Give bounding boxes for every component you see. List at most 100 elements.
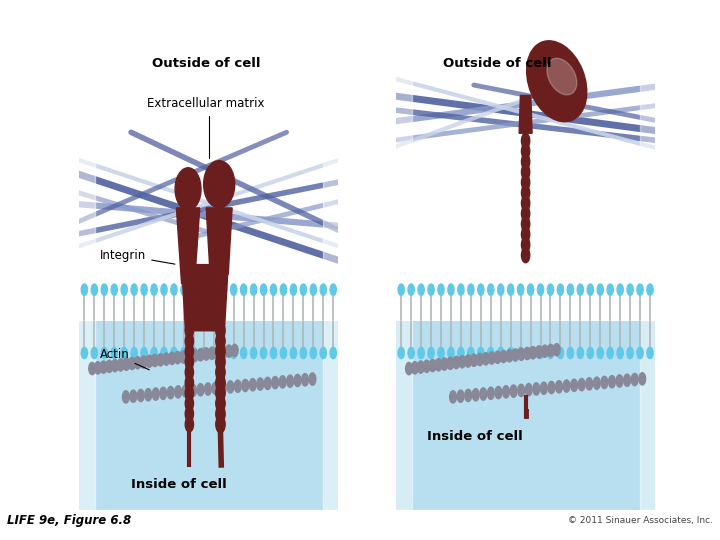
Circle shape (280, 284, 287, 295)
Circle shape (216, 353, 225, 370)
Circle shape (526, 383, 532, 396)
Circle shape (91, 284, 97, 295)
Circle shape (261, 347, 266, 359)
Circle shape (185, 406, 194, 421)
Circle shape (264, 377, 271, 389)
Circle shape (508, 284, 514, 295)
Bar (323, 38, 364, 510)
Circle shape (112, 360, 118, 372)
Circle shape (536, 346, 542, 358)
Circle shape (577, 347, 583, 359)
Circle shape (174, 352, 181, 364)
Bar (370, 38, 412, 510)
Circle shape (249, 379, 256, 391)
Circle shape (151, 354, 158, 367)
Circle shape (459, 356, 466, 368)
Circle shape (488, 352, 495, 364)
Circle shape (528, 347, 534, 359)
Circle shape (617, 284, 624, 295)
Circle shape (521, 164, 530, 179)
Circle shape (627, 284, 633, 295)
Circle shape (637, 347, 643, 359)
Circle shape (647, 347, 653, 359)
Circle shape (330, 347, 336, 359)
Circle shape (131, 347, 138, 359)
Circle shape (138, 389, 144, 402)
Polygon shape (206, 208, 232, 274)
Circle shape (521, 237, 530, 252)
Circle shape (510, 385, 517, 397)
Circle shape (141, 284, 147, 295)
Circle shape (81, 284, 88, 295)
Circle shape (521, 185, 530, 200)
Circle shape (506, 349, 513, 362)
Circle shape (477, 284, 484, 295)
Circle shape (601, 376, 608, 389)
Circle shape (191, 284, 197, 295)
Circle shape (310, 347, 316, 359)
Circle shape (498, 284, 504, 295)
Circle shape (554, 343, 560, 356)
Circle shape (320, 347, 326, 359)
Circle shape (521, 247, 530, 262)
Circle shape (151, 347, 157, 359)
Circle shape (160, 387, 166, 400)
Circle shape (145, 389, 152, 401)
Circle shape (495, 387, 502, 399)
Circle shape (578, 379, 585, 391)
Circle shape (220, 347, 227, 359)
Circle shape (468, 284, 474, 295)
Circle shape (185, 354, 194, 369)
Circle shape (181, 284, 187, 295)
Circle shape (577, 284, 583, 295)
Circle shape (220, 346, 227, 358)
Circle shape (168, 352, 176, 365)
Circle shape (320, 284, 326, 295)
Circle shape (428, 347, 434, 359)
Circle shape (438, 284, 444, 295)
Circle shape (607, 347, 613, 359)
Circle shape (94, 362, 102, 374)
Circle shape (447, 357, 454, 369)
Circle shape (186, 350, 192, 362)
Circle shape (464, 355, 472, 367)
Circle shape (215, 347, 221, 359)
FancyBboxPatch shape (79, 321, 338, 510)
Circle shape (89, 362, 96, 375)
Circle shape (418, 361, 424, 373)
Ellipse shape (526, 41, 587, 122)
Circle shape (438, 347, 444, 359)
Circle shape (518, 384, 524, 396)
Circle shape (487, 347, 494, 359)
Circle shape (309, 373, 316, 385)
Circle shape (216, 384, 225, 402)
Circle shape (541, 382, 547, 394)
Circle shape (616, 375, 623, 387)
Circle shape (175, 386, 181, 398)
Circle shape (408, 284, 414, 295)
Circle shape (521, 206, 530, 221)
Circle shape (185, 386, 194, 401)
Circle shape (201, 347, 207, 359)
Circle shape (624, 374, 631, 387)
Circle shape (216, 333, 225, 350)
Circle shape (597, 284, 603, 295)
Circle shape (102, 284, 107, 295)
Circle shape (121, 284, 127, 295)
Circle shape (227, 381, 234, 393)
Circle shape (608, 376, 616, 388)
Circle shape (521, 133, 530, 148)
Text: Extracellular matrix: Extracellular matrix (147, 97, 264, 158)
Circle shape (197, 349, 204, 361)
Circle shape (261, 284, 266, 295)
Circle shape (100, 361, 107, 373)
Circle shape (523, 347, 531, 360)
Circle shape (465, 389, 472, 402)
Circle shape (557, 284, 564, 295)
Circle shape (418, 347, 424, 359)
Circle shape (588, 284, 593, 295)
Circle shape (607, 284, 613, 295)
Circle shape (637, 284, 643, 295)
Circle shape (185, 417, 194, 432)
Circle shape (537, 347, 544, 359)
